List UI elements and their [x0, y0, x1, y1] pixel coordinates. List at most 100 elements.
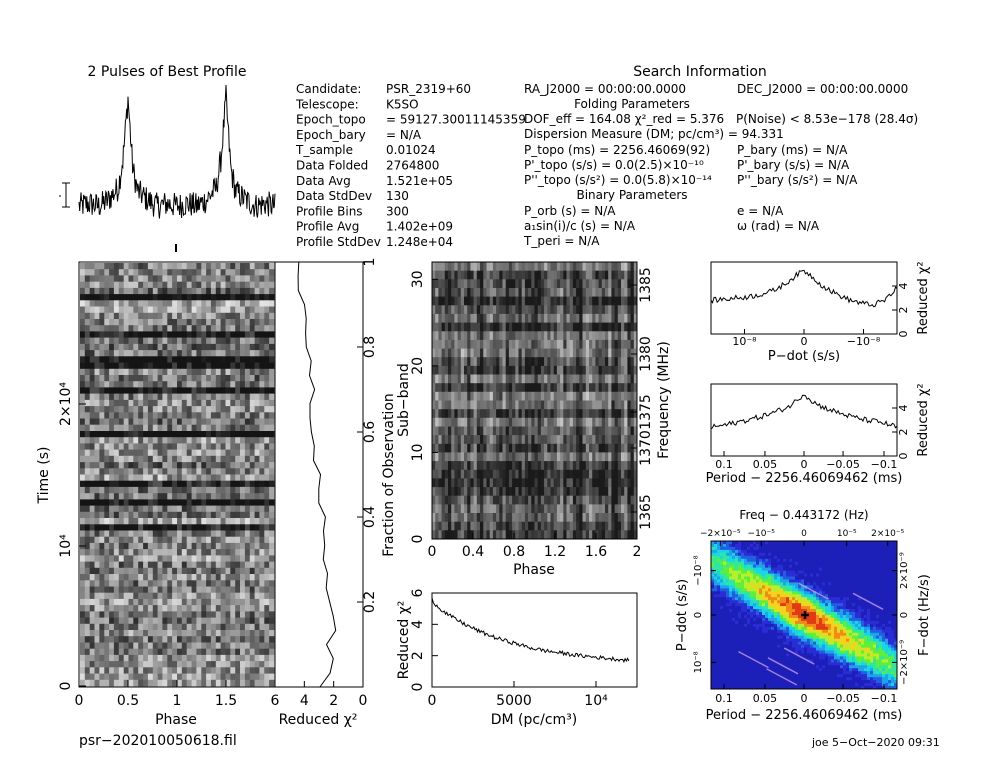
time-phase-cell [113, 350, 120, 357]
subband-cell [572, 417, 577, 427]
subband-cell [589, 461, 593, 471]
time-phase-cell [84, 399, 91, 407]
time-phase-cell [167, 567, 173, 575]
time-phase-cell [210, 586, 217, 594]
time-phase-cell [225, 617, 231, 625]
time-phase-cell [94, 654, 100, 662]
subband-cell [608, 469, 612, 479]
subband-cell [528, 296, 532, 306]
time-phase-cell [215, 350, 222, 357]
time-phase-cell [210, 661, 217, 668]
time-phase-cell [230, 648, 236, 656]
time-phase-cell [172, 574, 178, 581]
time-phase-cell [138, 331, 144, 338]
subband-cell [614, 383, 619, 393]
subband-cell [515, 262, 519, 272]
subband-cell [633, 461, 638, 471]
time-phase-cell [191, 269, 197, 276]
time-phase-cell [138, 580, 144, 587]
time-phase-cell [104, 561, 110, 569]
time-phase-cell [113, 455, 120, 463]
subband-cell [579, 409, 583, 419]
subband-cell [444, 513, 449, 523]
subband-cell [486, 374, 491, 384]
time-phase-cell [191, 474, 197, 482]
time-phase-cell [201, 443, 207, 450]
period-pdot-cell [762, 541, 766, 545]
subband-cell [547, 322, 551, 332]
subband-cell [614, 262, 619, 272]
subband-cell [441, 357, 446, 367]
time-phase-cell [109, 393, 115, 401]
time-phase-cell [186, 542, 192, 550]
time-phase-cell [181, 549, 188, 556]
time-phase-cell [201, 331, 207, 338]
time-phase-cell [240, 617, 246, 625]
time-phase-cell [240, 474, 246, 482]
time-phase-cell [201, 406, 207, 413]
time-phase-cell [196, 530, 202, 538]
time-phase-cell [113, 431, 120, 438]
time-phase-cell [162, 630, 168, 637]
time-phase-cell [84, 437, 91, 444]
time-phase-cell [191, 661, 197, 668]
time-phase-cell [89, 306, 95, 314]
time-phase-cell [167, 499, 173, 506]
subband-cell [432, 504, 436, 514]
subband-cell [550, 262, 555, 272]
time-phase-cell [240, 269, 246, 276]
subband-cell [569, 487, 574, 497]
time-phase-cell [89, 356, 95, 363]
subband-cell [601, 331, 606, 341]
time-phase-cell [109, 511, 115, 519]
subband-cell [476, 288, 481, 298]
time-phase-cell [249, 654, 256, 662]
time-phase-cell [113, 480, 120, 488]
subband-cell [528, 443, 532, 453]
time-phase-cell [99, 449, 105, 457]
time-phase-cell [84, 462, 91, 469]
time-phase-cell [230, 399, 236, 407]
time-phase-cell [133, 661, 139, 668]
subband-cell [608, 478, 612, 488]
subband-cell [585, 296, 590, 306]
subband-cell [460, 322, 465, 332]
subband-cell [464, 521, 468, 531]
time-phase-cell [244, 536, 251, 544]
time-phase-cell [191, 667, 197, 674]
time-phase-cell [215, 549, 222, 556]
subband-cell [496, 296, 500, 306]
subband-cell [601, 521, 606, 531]
time-phase-cell [104, 636, 110, 643]
time-phase-cell [104, 598, 110, 606]
subband-cell [598, 409, 603, 419]
subband-cell [630, 452, 635, 462]
subband-cell [515, 478, 519, 488]
time-phase-cell [152, 356, 159, 363]
subband-cell [432, 348, 436, 358]
time-phase-cell [259, 505, 265, 513]
subband-cell [595, 305, 599, 315]
time-phase-cell [206, 300, 212, 307]
subband-cell [480, 521, 484, 531]
subband-cell [547, 417, 551, 427]
subband-cell [508, 478, 513, 488]
subband-cell [633, 435, 638, 445]
time-phase-cell [99, 654, 105, 662]
time-phase-cell [235, 269, 241, 276]
time-phase-cell [118, 443, 125, 450]
time-phase-cell [104, 549, 110, 556]
time-phase-cell [249, 431, 256, 438]
time-phase-cell [210, 449, 217, 457]
subband-cell [560, 435, 564, 445]
subband-cell [576, 331, 580, 341]
subband-cell [489, 417, 494, 427]
time-phase-cell [177, 449, 183, 457]
time-phase-cell [201, 343, 207, 351]
subband-cell [480, 331, 484, 341]
time-phase-cell [240, 630, 246, 637]
time-phase-cell [94, 399, 100, 407]
time-phase-cell [225, 605, 231, 612]
y-tick-label: 2×10⁴ [58, 382, 74, 426]
time-phase-cell [133, 505, 139, 513]
